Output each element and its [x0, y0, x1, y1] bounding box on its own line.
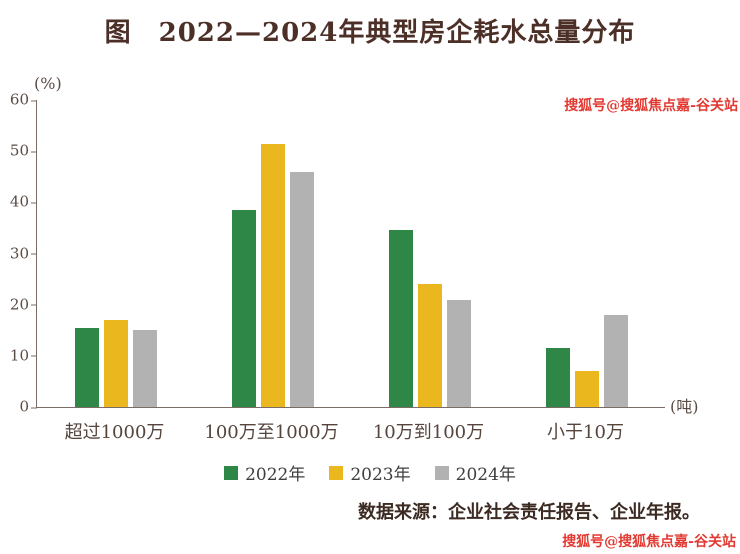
category-label: 超过1000万: [64, 422, 165, 443]
bar-group: [37, 100, 194, 407]
legend: 2022年 2023年 2024年: [0, 460, 740, 485]
y-tick-label: 50: [0, 143, 37, 159]
category-label: 10万到100万: [372, 422, 485, 443]
y-axis-unit-label: (%): [34, 74, 62, 93]
legend-swatch-2024: [434, 465, 449, 480]
legend-label: 2024年: [455, 465, 516, 485]
y-tick-label: 30: [0, 246, 37, 261]
legend-item: 2022年: [224, 460, 305, 485]
legend-label: 2022年: [245, 465, 306, 485]
bar-2024年: [603, 314, 628, 407]
category-label: 小于10万: [547, 422, 624, 443]
chart-title: 图 2022—2024年典型房企耗水总量分布: [104, 18, 636, 48]
y-tick-label: 40: [0, 194, 37, 210]
category-label: 100万至1000万: [204, 422, 339, 443]
legend-item: 2023年: [329, 460, 411, 485]
bar-group: [194, 100, 351, 407]
source-note: 数据来源：企业社会责任报告、企业年报。: [358, 502, 700, 523]
watermark-top: 搜狐号@搜狐焦点嘉-谷关站: [564, 98, 738, 114]
legend-label: 2023年: [350, 465, 411, 485]
x-axis-category-row: 超过1000万 100万至1000万 10万到100万 小于10万: [36, 418, 664, 444]
bar-2022年: [231, 210, 256, 407]
bar-2023年: [103, 320, 128, 407]
watermark-bottom: 搜狐号@搜狐焦点嘉-谷关站: [562, 534, 736, 550]
legend-item: 2024年: [434, 460, 516, 485]
bar-2023年: [574, 371, 599, 407]
legend-swatch-2022: [224, 465, 239, 480]
bar-2024年: [289, 171, 314, 407]
y-tick-label: 0: [0, 399, 37, 415]
bar-2023年: [260, 143, 285, 407]
y-tick-label: 20: [0, 297, 37, 312]
bar-group: [351, 100, 508, 407]
plot-area: 0 10 20 30 40 50 60: [10, 92, 665, 414]
bar-2023年: [417, 284, 442, 407]
y-tick-label: 60: [0, 92, 37, 108]
y-tick-label: 10: [0, 348, 37, 363]
bar-group: [508, 100, 665, 407]
legend-swatch-2023: [329, 465, 344, 480]
bar-2024年: [446, 299, 471, 407]
bar-2022年: [388, 230, 413, 407]
x-axis-unit-label: (吨): [670, 397, 699, 416]
bar-2022年: [74, 327, 99, 407]
bar-2022年: [545, 348, 570, 407]
bar-2024年: [132, 330, 157, 407]
